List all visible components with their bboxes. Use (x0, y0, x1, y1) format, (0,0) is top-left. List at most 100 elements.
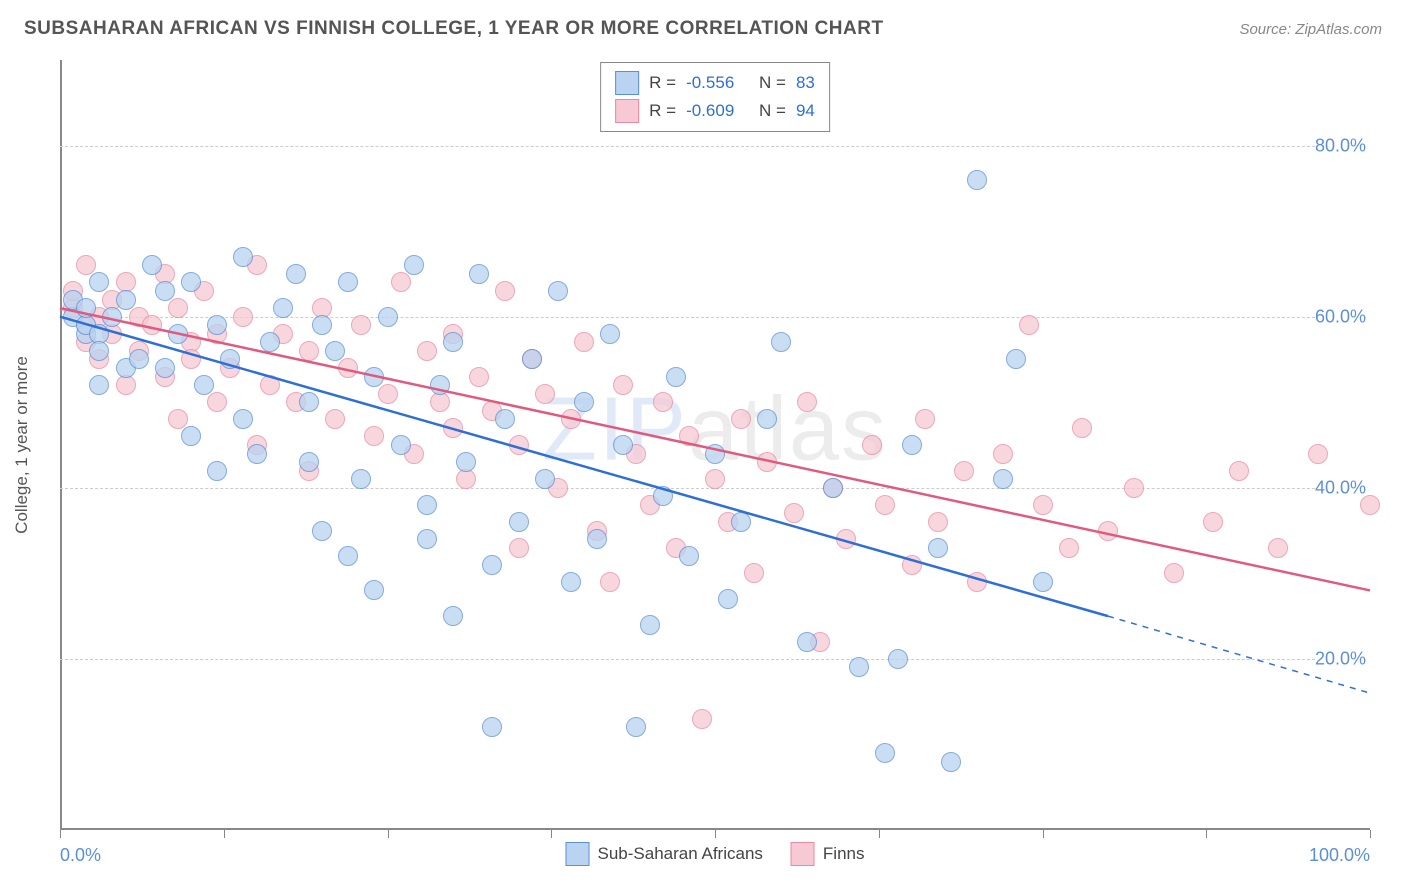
data-point (600, 324, 620, 344)
data-point (692, 709, 712, 729)
data-point (902, 435, 922, 455)
data-point (915, 409, 935, 429)
data-point (351, 315, 371, 335)
data-point (613, 375, 633, 395)
data-point (469, 264, 489, 284)
data-point (640, 615, 660, 635)
data-point (495, 409, 515, 429)
data-point (155, 358, 175, 378)
gridline (60, 146, 1370, 147)
data-point (89, 272, 109, 292)
data-point (993, 444, 1013, 464)
y-tick-label: 80.0% (1315, 135, 1374, 156)
data-point (993, 469, 1013, 489)
data-point (705, 444, 725, 464)
data-point (653, 486, 673, 506)
source-attribution: Source: ZipAtlas.com (1239, 21, 1382, 38)
data-point (312, 315, 332, 335)
data-point (731, 512, 751, 532)
legend-swatch-icon (615, 99, 639, 123)
data-point (1229, 461, 1249, 481)
x-tick (1206, 830, 1207, 838)
data-point (509, 538, 529, 558)
series-legend-item-0: Sub-Saharan Africans (566, 842, 763, 866)
data-point (1098, 521, 1118, 541)
data-point (495, 281, 515, 301)
data-point (823, 478, 843, 498)
data-point (967, 170, 987, 190)
data-point (102, 307, 122, 327)
data-point (273, 298, 293, 318)
data-point (1124, 478, 1144, 498)
data-point (299, 341, 319, 361)
data-point (89, 375, 109, 395)
data-point (888, 649, 908, 669)
data-point (325, 341, 345, 361)
data-point (574, 392, 594, 412)
legend-swatch-icon (615, 71, 639, 95)
data-point (1308, 444, 1328, 464)
data-point (561, 572, 581, 592)
data-point (1033, 572, 1053, 592)
data-point (469, 367, 489, 387)
data-point (443, 418, 463, 438)
data-point (312, 521, 332, 541)
data-point (76, 255, 96, 275)
data-point (849, 657, 869, 677)
data-point (181, 349, 201, 369)
data-point (194, 375, 214, 395)
series-name-0: Sub-Saharan Africans (598, 844, 763, 864)
data-point (220, 349, 240, 369)
data-point (613, 435, 633, 455)
data-point (417, 529, 437, 549)
data-point (705, 469, 725, 489)
data-point (1164, 563, 1184, 583)
data-point (509, 512, 529, 532)
data-point (1268, 538, 1288, 558)
data-point (1033, 495, 1053, 515)
x-tick-label: 100.0% (1309, 845, 1370, 866)
n-value-0: 83 (796, 73, 815, 93)
data-point (142, 255, 162, 275)
data-point (443, 332, 463, 352)
data-point (233, 307, 253, 327)
data-point (482, 717, 502, 737)
data-point (181, 272, 201, 292)
r-value-0: -0.556 (686, 73, 734, 93)
x-tick (551, 830, 552, 838)
data-point (718, 589, 738, 609)
data-point (417, 341, 437, 361)
data-point (600, 572, 620, 592)
gridline (60, 317, 1370, 318)
data-point (875, 743, 895, 763)
data-point (443, 606, 463, 626)
data-point (378, 307, 398, 327)
data-point (1203, 512, 1223, 532)
data-point (587, 529, 607, 549)
x-tick (1043, 830, 1044, 838)
data-point (181, 426, 201, 446)
n-value-1: 94 (796, 101, 815, 121)
data-point (430, 392, 450, 412)
data-point (76, 298, 96, 318)
data-point (207, 392, 227, 412)
data-point (286, 264, 306, 284)
data-point (967, 572, 987, 592)
data-point (797, 392, 817, 412)
data-point (338, 358, 358, 378)
data-point (928, 538, 948, 558)
data-point (247, 444, 267, 464)
data-point (1019, 315, 1039, 335)
data-point (941, 752, 961, 772)
data-point (351, 469, 371, 489)
data-point (338, 546, 358, 566)
series-legend-item-1: Finns (791, 842, 865, 866)
data-point (679, 426, 699, 446)
stats-legend-row-1: R = -0.609 N = 94 (615, 97, 815, 125)
data-point (417, 495, 437, 515)
x-tick (224, 830, 225, 838)
data-point (744, 563, 764, 583)
data-point (116, 375, 136, 395)
data-point (548, 281, 568, 301)
data-point (299, 452, 319, 472)
